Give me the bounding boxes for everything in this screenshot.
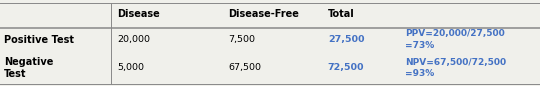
Text: NPV=67,500/72,500
=93%: NPV=67,500/72,500 =93% (405, 58, 506, 78)
Text: 27,500: 27,500 (328, 35, 364, 44)
Text: 72,500: 72,500 (328, 63, 364, 72)
Text: 67,500: 67,500 (228, 63, 261, 72)
Text: Negative
Test: Negative Test (4, 57, 53, 79)
Text: Disease: Disease (117, 9, 160, 19)
Text: Disease-Free: Disease-Free (228, 9, 299, 19)
Text: 20,000: 20,000 (117, 35, 150, 44)
Text: Total: Total (328, 9, 355, 19)
Text: 7,500: 7,500 (228, 35, 255, 44)
Text: PPV=20,000/27,500
=73%: PPV=20,000/27,500 =73% (405, 29, 505, 50)
Text: 5,000: 5,000 (117, 63, 144, 72)
Text: Positive Test: Positive Test (4, 35, 75, 45)
